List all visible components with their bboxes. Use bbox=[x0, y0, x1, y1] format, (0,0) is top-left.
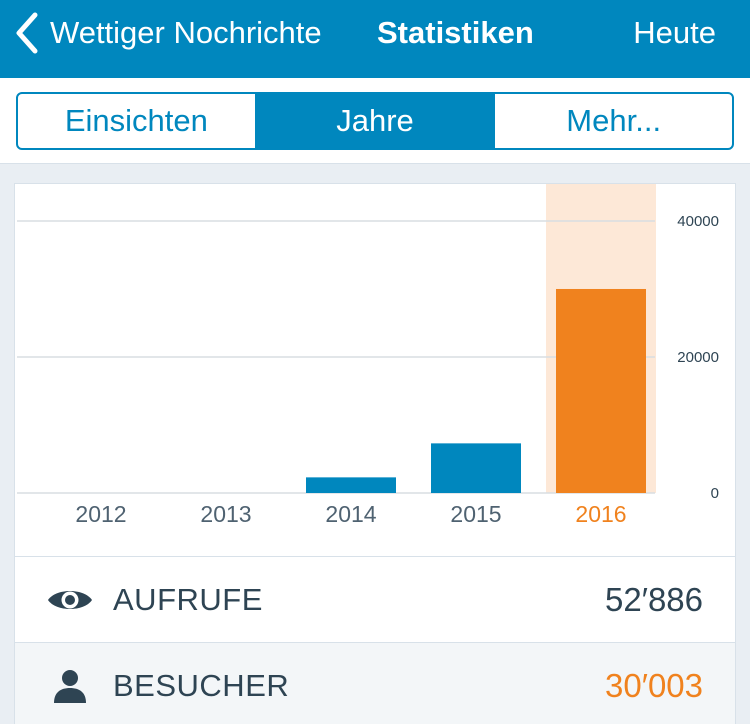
x-tick-label: 2012 bbox=[75, 501, 126, 527]
stats-card: 0 20000 40000 2012 2013 2014 2015 2016 AUFRUFE … bbox=[14, 183, 736, 724]
back-label: Wettiger Nochrichte bbox=[50, 15, 322, 50]
x-tick-label: 2015 bbox=[450, 501, 501, 527]
tab-mehr[interactable]: Mehr... bbox=[493, 94, 732, 148]
bar-chart: 0 20000 40000 2012 2013 2014 2015 2016 bbox=[17, 184, 719, 527]
segmented-control: Einsichten Jahre Mehr... bbox=[16, 92, 734, 150]
x-tick-label: 2013 bbox=[200, 501, 251, 527]
y-tick-label: 40000 bbox=[677, 213, 719, 230]
tab-einsichten[interactable]: Einsichten bbox=[64, 103, 208, 138]
y-tick-label: 0 bbox=[711, 485, 719, 502]
y-tick-label: 20000 bbox=[677, 349, 719, 366]
chevron-left-icon bbox=[16, 12, 38, 54]
x-tick-label: 2014 bbox=[325, 501, 376, 527]
stat-label: BESUCHER bbox=[113, 667, 290, 703]
x-tick-label: 2016 bbox=[575, 501, 626, 527]
stat-value: 30′003 bbox=[605, 666, 703, 704]
tab-bar: Einsichten Jahre Mehr... bbox=[0, 78, 750, 164]
bar[interactable] bbox=[556, 288, 646, 493]
back-button[interactable]: Wettiger Nochrichte bbox=[14, 10, 322, 56]
bar[interactable] bbox=[431, 443, 521, 493]
page-title: Statistiken bbox=[377, 15, 534, 50]
stat-label: AUFRUFE bbox=[113, 581, 263, 617]
stat-row-views[interactable]: AUFRUFE 52′886 bbox=[15, 556, 735, 642]
stat-row-visitors[interactable]: BESUCHER 30′003 bbox=[15, 642, 735, 724]
stat-value: 52′886 bbox=[605, 580, 703, 618]
today-button[interactable]: Heute bbox=[633, 15, 716, 50]
person-icon bbox=[47, 669, 93, 703]
tab-jahre[interactable]: Jahre bbox=[254, 94, 494, 148]
eye-icon bbox=[47, 585, 93, 615]
bar[interactable] bbox=[306, 477, 396, 493]
navigation-bar: Wettiger Nochrichte Statistiken Heute bbox=[0, 0, 750, 78]
